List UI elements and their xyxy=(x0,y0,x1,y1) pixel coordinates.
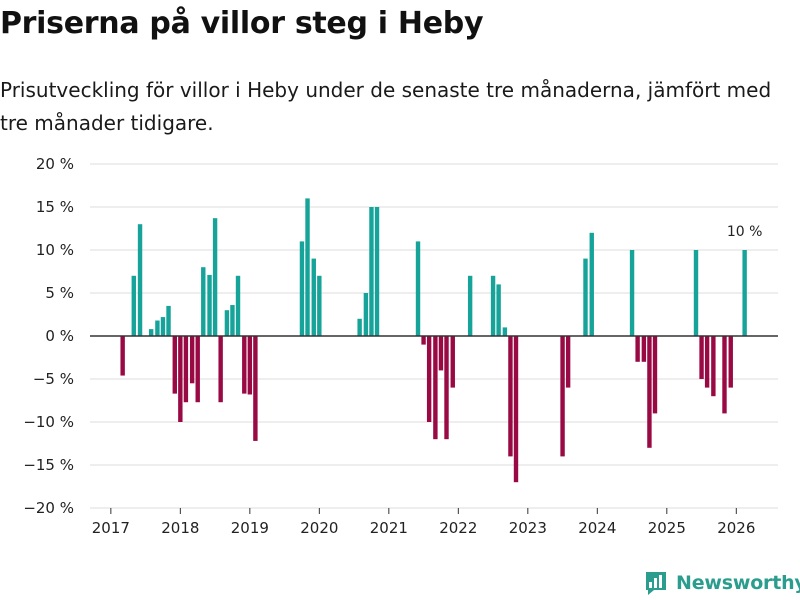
newsworthy-logo-icon xyxy=(646,572,666,595)
bar xyxy=(305,198,310,336)
bar xyxy=(699,336,704,379)
y-tick-label: 10 % xyxy=(36,241,74,259)
newsworthy-logo: Newsworthy xyxy=(644,570,800,596)
y-tick-label: 0 % xyxy=(45,327,74,345)
bar xyxy=(218,336,223,403)
bar xyxy=(374,207,380,336)
bar xyxy=(311,258,316,336)
bar xyxy=(467,275,473,336)
x-tick-label: 2024 xyxy=(578,519,616,537)
bar xyxy=(178,336,183,422)
bar xyxy=(148,329,154,336)
x-tick-label: 2020 xyxy=(300,519,338,537)
bar xyxy=(508,336,513,457)
bar xyxy=(450,336,455,388)
bar xyxy=(230,305,235,336)
bar xyxy=(357,318,362,336)
bar xyxy=(224,310,230,336)
bar xyxy=(433,336,438,440)
bar xyxy=(641,336,647,362)
bar xyxy=(502,327,508,336)
bar xyxy=(583,258,588,336)
bar xyxy=(247,336,253,395)
y-tick-label: 5 % xyxy=(45,284,74,302)
bar xyxy=(704,336,710,388)
chart-subtitle: Prisutveckling för villor i Heby under d… xyxy=(0,78,772,135)
y-tick-label: −20 % xyxy=(23,499,74,517)
bar xyxy=(253,336,258,441)
chart-title: Priserna på villor steg i Heby xyxy=(0,6,484,41)
x-tick-label: 2017 xyxy=(92,519,130,537)
bar xyxy=(363,293,369,336)
x-tick-label: 2025 xyxy=(648,519,686,537)
bar xyxy=(693,250,699,336)
data-label: 10 % xyxy=(727,224,763,240)
bar xyxy=(189,336,195,384)
bar xyxy=(742,250,747,336)
bar xyxy=(195,336,200,403)
bar xyxy=(299,241,305,336)
bar xyxy=(317,275,322,336)
x-tick-label: 2019 xyxy=(231,519,269,537)
bar xyxy=(589,232,594,336)
x-tick-label: 2018 xyxy=(161,519,199,537)
y-tick-label: −10 % xyxy=(23,413,74,431)
bar xyxy=(166,305,171,336)
bar xyxy=(207,274,212,336)
x-tick-label: 2022 xyxy=(439,519,477,537)
bar xyxy=(711,336,716,397)
bar xyxy=(415,241,421,336)
bar xyxy=(160,317,166,336)
bar xyxy=(426,336,432,422)
bar xyxy=(565,336,571,388)
bar xyxy=(131,275,136,336)
bar xyxy=(722,336,727,414)
bar xyxy=(369,207,374,336)
bar xyxy=(120,336,125,376)
bar xyxy=(438,336,444,371)
bar xyxy=(212,218,218,336)
bar xyxy=(155,320,160,336)
x-tick-label: 2026 xyxy=(717,519,755,537)
y-tick-label: −5 % xyxy=(33,370,74,388)
bar xyxy=(444,336,449,440)
bar xyxy=(629,250,635,336)
bar xyxy=(496,284,501,336)
bar xyxy=(137,224,143,336)
bar xyxy=(647,336,652,448)
newsworthy-logo-text: Newsworthy xyxy=(676,572,800,594)
bar xyxy=(490,275,496,336)
bar xyxy=(201,267,206,336)
bar xyxy=(242,336,247,394)
y-tick-label: 15 % xyxy=(36,198,74,216)
bar xyxy=(172,336,177,394)
x-tick-label: 2023 xyxy=(509,519,547,537)
bar xyxy=(235,275,241,336)
y-tick-label: 20 % xyxy=(36,155,74,173)
bar xyxy=(652,336,658,414)
x-tick-label: 2021 xyxy=(370,519,408,537)
bar xyxy=(421,336,426,345)
y-tick-label: −15 % xyxy=(23,456,74,474)
bar xyxy=(728,336,733,388)
bar xyxy=(635,336,640,362)
bar xyxy=(513,336,519,483)
bar xyxy=(560,336,565,457)
bar xyxy=(183,336,189,403)
